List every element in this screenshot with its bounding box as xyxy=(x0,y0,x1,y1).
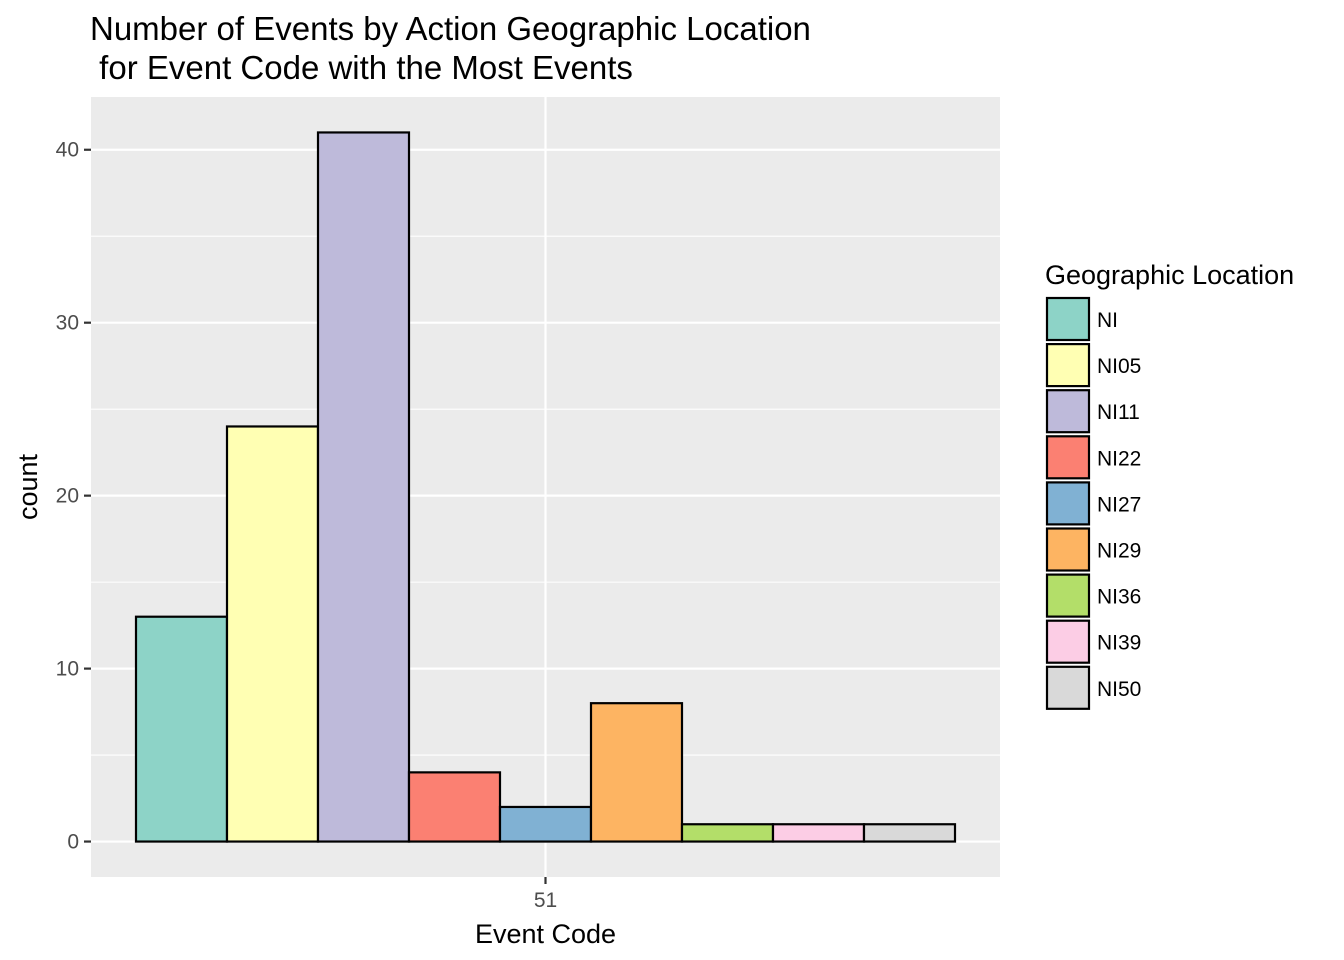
y-tick-label: 30 xyxy=(56,312,79,335)
chart-title-line-1: Number of Events by Action Geographic Lo… xyxy=(90,10,811,47)
bar-ni xyxy=(134,615,229,843)
y-axis-title: count xyxy=(13,453,43,520)
bar-ni11 xyxy=(316,131,411,843)
bar-ni22 xyxy=(407,771,502,843)
x-tick-label: 51 xyxy=(534,889,557,912)
legend-label-ni50: NI50 xyxy=(1097,678,1141,701)
legend-key-ni xyxy=(1045,296,1091,342)
bar-ni36 xyxy=(680,823,775,843)
bars xyxy=(134,131,957,843)
legend-label-ni22: NI22 xyxy=(1097,447,1141,470)
legend-title: Geographic Location xyxy=(1045,260,1294,290)
major-gridlines xyxy=(91,97,1000,877)
legend-label-ni11: NI11 xyxy=(1097,401,1140,424)
y-tick-label: 10 xyxy=(56,658,79,681)
legend-key-ni22 xyxy=(1045,435,1091,480)
legend-key-ni39 xyxy=(1045,619,1091,664)
bar-ni29 xyxy=(589,702,684,843)
legend-label-ni36: NI36 xyxy=(1097,586,1141,609)
bar-ni39 xyxy=(771,823,866,843)
chart-title-line-2: for Event Code with the Most Events xyxy=(90,49,633,86)
legend-key-ni29 xyxy=(1045,527,1091,572)
legend-label-ni27: NI27 xyxy=(1097,493,1141,516)
y-tick-label: 0 xyxy=(67,831,79,854)
legend-key-ni27 xyxy=(1045,481,1091,526)
legend-key-ni50 xyxy=(1045,665,1091,710)
y-tick-label: 40 xyxy=(56,139,79,162)
legend: Geographic Location NINI05NI11NI22NI27NI… xyxy=(1045,260,1294,710)
legend-label-ni29: NI29 xyxy=(1097,540,1141,563)
bar-ni05 xyxy=(225,425,320,843)
legend-key-ni11 xyxy=(1045,389,1091,434)
x-axis-title: Event Code xyxy=(475,919,616,949)
bar-ni50 xyxy=(862,823,957,843)
legend-label-ni39: NI39 xyxy=(1097,632,1141,655)
legend-label-ni05: NI05 xyxy=(1097,355,1141,378)
legend-items: NI NI05 NI11 NI22 NI27 NI29 NI36 NI39 NI50 xyxy=(1045,296,1141,710)
legend-key-ni36 xyxy=(1045,573,1091,618)
legend-label-ni: NI xyxy=(1097,309,1118,332)
x-axis: 51 xyxy=(534,877,557,912)
legend-key-ni05 xyxy=(1045,343,1091,388)
y-axis: 0 10 20 30 40 xyxy=(56,139,91,854)
y-tick-label: 20 xyxy=(56,485,79,508)
bar-ni27 xyxy=(498,805,593,843)
